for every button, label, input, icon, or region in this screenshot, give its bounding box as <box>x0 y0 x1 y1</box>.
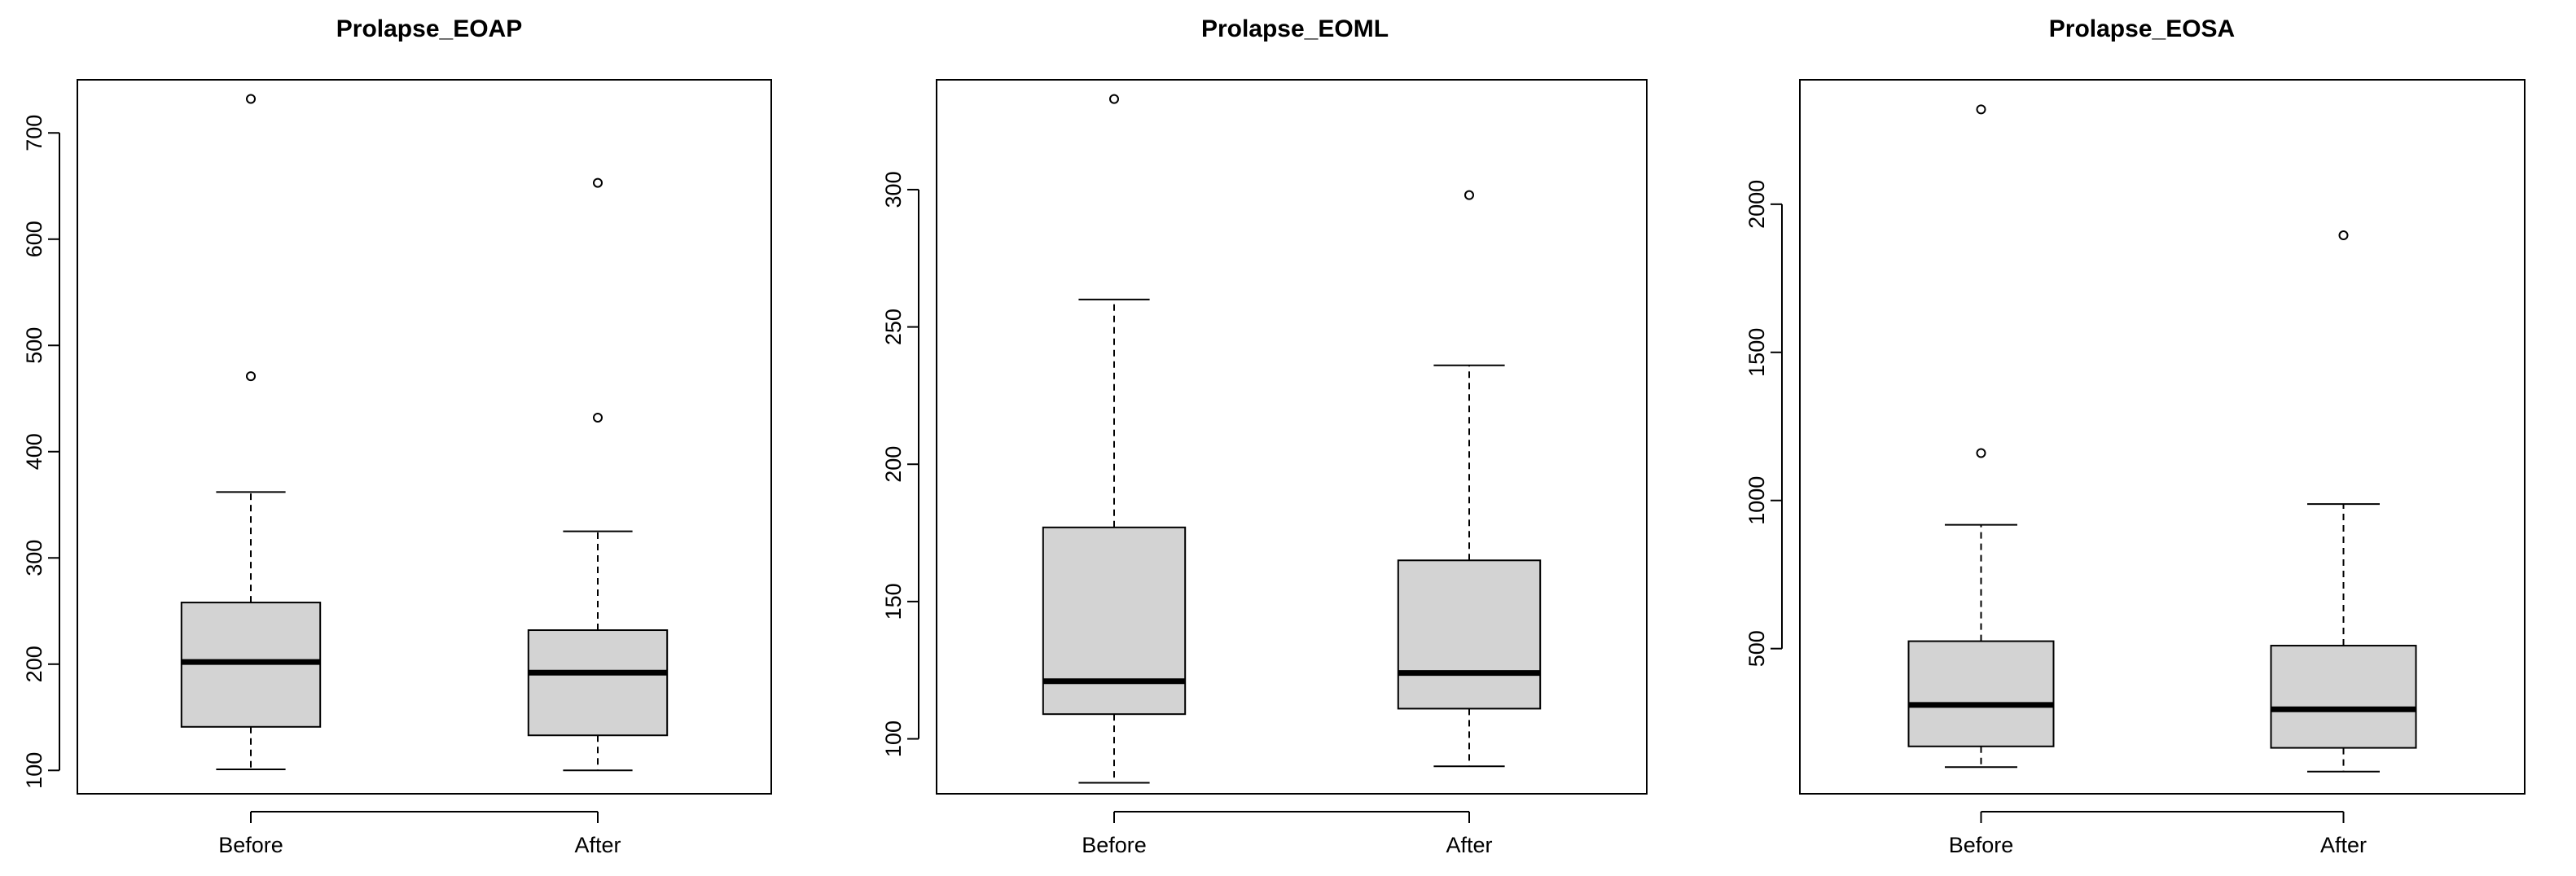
y-tick-label: 1500 <box>1744 328 1769 377</box>
box-before <box>180 94 322 770</box>
outlier-point <box>593 177 603 188</box>
x-tick-label: Before <box>218 833 283 857</box>
x-tick-label: Before <box>1949 833 2014 857</box>
box-after <box>527 177 669 772</box>
iqr-box <box>1907 640 2055 747</box>
y-tick-label: 600 <box>22 221 46 257</box>
box-after <box>2270 230 2417 773</box>
x-tick-label: After <box>2320 833 2367 857</box>
y-tick-label: 500 <box>22 327 46 364</box>
iqr-box <box>1397 559 1542 710</box>
y-tick-label: 400 <box>22 433 46 470</box>
box-before <box>1907 104 2055 769</box>
y-tick-label: 2000 <box>1744 180 1769 229</box>
y-tick-label: 200 <box>22 646 46 682</box>
outlier-point <box>246 371 256 382</box>
chart-title: Prolapse_EOAP <box>336 15 522 42</box>
box-after <box>1397 190 1542 768</box>
y-tick-label: 500 <box>1744 630 1769 667</box>
y-tick-label: 100 <box>22 752 46 789</box>
iqr-box <box>2270 645 2417 749</box>
outlier-point <box>593 413 603 423</box>
plot-frame <box>77 79 772 795</box>
outlier-point <box>1109 94 1119 104</box>
chart-title: Prolapse_EOSA <box>2049 15 2235 42</box>
x-tick-label: Before <box>1082 833 1147 857</box>
outlier-point <box>1976 104 1986 115</box>
chart-panel: Prolapse_EOAP 100 200 300 400 500 600 700 Before… <box>22 15 772 857</box>
chart-panel: Prolapse_EOSA 500 1000 1500 2000 Before After <box>1744 15 2526 857</box>
x-tick-label: After <box>574 833 621 857</box>
chart-panel: Prolapse_EOML 100 150 200 250 300 Before After <box>881 15 1648 857</box>
chart-title: Prolapse_EOML <box>1201 15 1389 42</box>
y-tick-label: 1000 <box>1744 476 1769 525</box>
box-before <box>1042 94 1187 784</box>
y-tick-label: 150 <box>881 583 906 620</box>
iqr-box <box>527 629 669 737</box>
y-tick-label: 700 <box>22 115 46 151</box>
plot-frame <box>1799 79 2526 795</box>
y-tick-label: 200 <box>881 446 906 483</box>
y-tick-label: 250 <box>881 309 906 345</box>
iqr-box <box>1042 526 1187 716</box>
y-tick-label: 300 <box>22 540 46 576</box>
outlier-point <box>2338 230 2349 241</box>
y-tick-label: 300 <box>881 171 906 208</box>
outlier-point <box>1976 448 1986 458</box>
x-tick-label: After <box>1446 833 1492 857</box>
outlier-point <box>246 94 256 104</box>
plot-frame <box>936 79 1648 795</box>
y-tick-label: 100 <box>881 721 906 757</box>
outlier-point <box>1464 190 1474 200</box>
